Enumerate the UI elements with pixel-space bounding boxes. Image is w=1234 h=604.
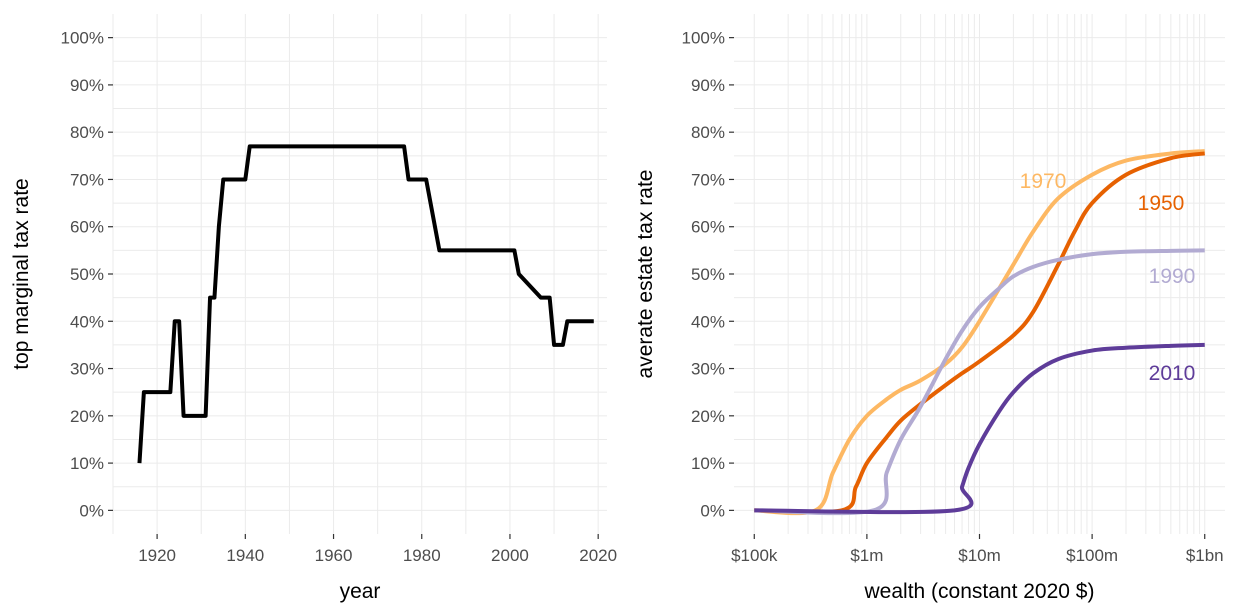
- gridlines: [734, 14, 1225, 534]
- x-tick-label: $100m: [1066, 546, 1118, 565]
- y-tick-label: 40%: [691, 312, 725, 331]
- x-axis-title: wealth (constant 2020 $): [864, 580, 1095, 603]
- right-chart-panel: 0%10%20%30%40%50%60%70%80%90%100%$100k $1…: [634, 14, 1225, 603]
- series-label-1970: 1970: [1020, 170, 1067, 193]
- y-tick-label: 20%: [70, 407, 104, 426]
- y-tick-label: 80%: [70, 123, 104, 142]
- series-label-1990: 1990: [1149, 265, 1196, 288]
- series-line-2010: [754, 342, 1205, 515]
- y-tick-label: 60%: [691, 218, 725, 237]
- y-tick-label: 0%: [79, 501, 104, 520]
- left-chart-panel: 0% 10% 20% 30% 40% 50% 60% 70% 80% 90% 100% 1920 194…: [10, 14, 617, 603]
- y-tick-label: 10%: [70, 454, 104, 473]
- y-tick-label: 80%: [691, 123, 725, 142]
- x-tick-label: 1920: [138, 546, 176, 565]
- y-tick-label: 100%: [61, 29, 104, 48]
- x-axis: $100k $1m $10m $100m $1bn: [731, 534, 1224, 565]
- y-tick-label: 70%: [691, 170, 725, 189]
- x-tick-label: 1960: [315, 546, 353, 565]
- y-tick-label: 60%: [70, 218, 104, 237]
- y-tick-label: 50%: [70, 265, 104, 284]
- series-line-1990: [754, 248, 1205, 516]
- y-tick-label: 0%: [700, 501, 725, 520]
- y-tick-label: 40%: [70, 312, 104, 331]
- x-tick-label: $100k: [731, 546, 778, 565]
- y-axis-title: top marginal tax rate: [10, 178, 33, 369]
- series-label-2010: 2010: [1149, 362, 1196, 385]
- y-tick-label: 30%: [691, 360, 725, 379]
- x-tick-label: $1m: [850, 546, 883, 565]
- y-tick-label: 20%: [691, 407, 725, 426]
- x-tick-label: 1940: [226, 546, 264, 565]
- x-tick-label: 2000: [491, 546, 529, 565]
- y-tick-label: 90%: [70, 76, 104, 95]
- x-tick-label: $10m: [958, 546, 1001, 565]
- y-tick-label: 50%: [691, 265, 725, 284]
- y-tick-label: 100%: [682, 29, 725, 48]
- x-tick-label: 2020: [579, 546, 617, 565]
- x-tick-label: 1980: [403, 546, 441, 565]
- series-line: [137, 144, 594, 464]
- y-axis-title: averate estate tax rate: [634, 170, 657, 379]
- x-axis: 1920 1940 1960 1980 2000 2020: [138, 534, 617, 565]
- x-tick-label: $1bn: [1186, 546, 1224, 565]
- y-axis: 0% 10% 20% 30% 40% 50% 60% 70% 80% 90% 100%: [61, 29, 113, 520]
- y-axis: 0% 10% 20% 30% 40% 50% 60% 70% 80% 90% 100%: [682, 29, 734, 520]
- gridlines: [112, 14, 607, 534]
- y-tick-label: 30%: [70, 360, 104, 379]
- y-tick-label: 90%: [691, 76, 725, 95]
- y-tick-label: 10%: [691, 454, 725, 473]
- series-line-1950: [754, 151, 1206, 515]
- series-lines: 1970 1950 1990 2010: [754, 149, 1206, 516]
- series-lines: [137, 144, 594, 464]
- series-label-1950: 1950: [1138, 192, 1185, 215]
- series-line-1970: [754, 149, 1205, 516]
- x-axis-title: year: [340, 580, 381, 603]
- y-tick-label: 70%: [70, 170, 104, 189]
